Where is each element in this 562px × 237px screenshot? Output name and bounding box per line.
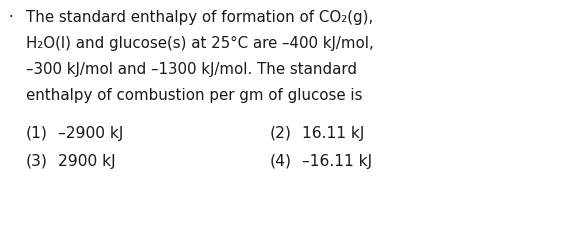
Text: The standard enthalpy of formation of CO₂(g),: The standard enthalpy of formation of CO… bbox=[26, 10, 373, 25]
Text: (3): (3) bbox=[26, 154, 48, 169]
Text: (1): (1) bbox=[26, 126, 48, 141]
Text: –2900 kJ: –2900 kJ bbox=[58, 126, 124, 141]
Text: H₂O(l) and glucose(s) at 25°C are –400 kJ/mol,: H₂O(l) and glucose(s) at 25°C are –400 k… bbox=[26, 36, 374, 51]
Text: enthalpy of combustion per gm of glucose is: enthalpy of combustion per gm of glucose… bbox=[26, 88, 362, 103]
Text: –300 kJ/mol and –1300 kJ/mol. The standard: –300 kJ/mol and –1300 kJ/mol. The standa… bbox=[26, 62, 357, 77]
Text: –16.11 kJ: –16.11 kJ bbox=[302, 154, 372, 169]
Text: 2900 kJ: 2900 kJ bbox=[58, 154, 116, 169]
Text: (2): (2) bbox=[270, 126, 292, 141]
Text: 16.11 kJ: 16.11 kJ bbox=[302, 126, 364, 141]
Text: (4): (4) bbox=[270, 154, 292, 169]
Text: ·: · bbox=[8, 10, 13, 25]
